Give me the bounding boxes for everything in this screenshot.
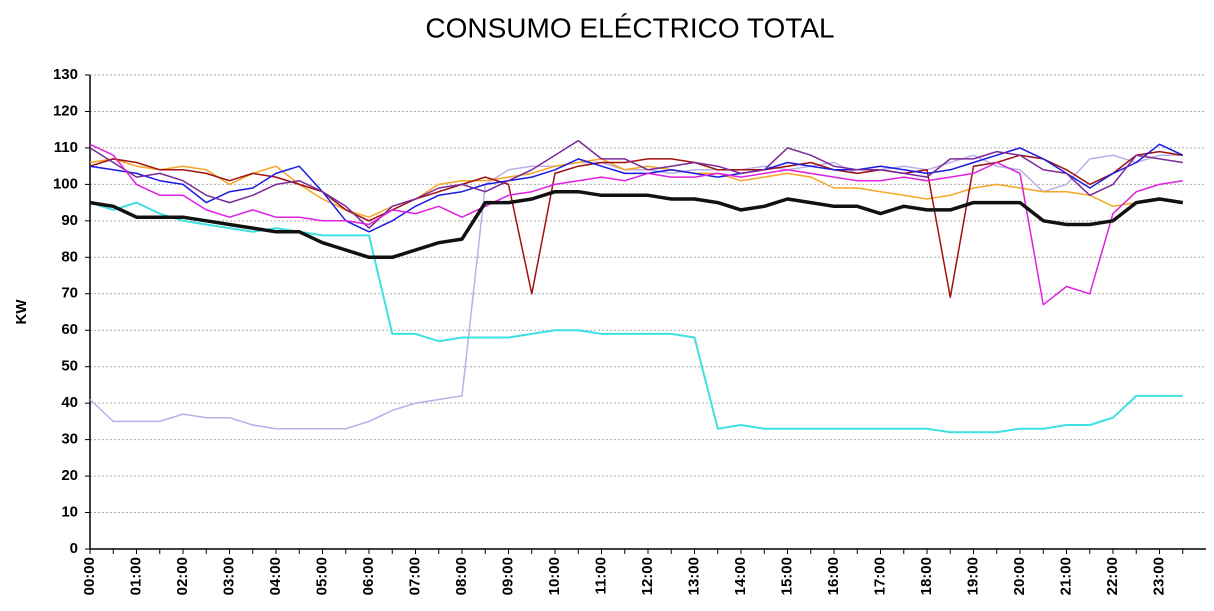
x-tick-label: 15:00 bbox=[778, 557, 795, 595]
series-line bbox=[89, 143, 1183, 306]
x-tick-label: 06:00 bbox=[360, 557, 377, 595]
x-tick-label: 19:00 bbox=[964, 557, 981, 595]
x-tick-label: 02:00 bbox=[174, 557, 191, 595]
x-tick-label: 23:00 bbox=[1150, 557, 1167, 595]
y-tick-label: 50 bbox=[61, 358, 78, 375]
x-tick-label: 10:00 bbox=[546, 557, 563, 595]
series-line bbox=[89, 201, 1183, 434]
series-line bbox=[89, 143, 1184, 233]
x-tick-label: 07:00 bbox=[406, 557, 423, 595]
x-tick-label: 05:00 bbox=[313, 557, 330, 595]
y-tick-label: 130 bbox=[53, 66, 78, 83]
x-tick-label: 16:00 bbox=[825, 557, 842, 595]
x-tick-label: 08:00 bbox=[453, 557, 470, 595]
x-tick-label: 20:00 bbox=[1011, 557, 1028, 595]
y-tick-label: 20 bbox=[61, 467, 78, 484]
y-tick-label: 0 bbox=[70, 540, 78, 557]
x-tick-label: 21:00 bbox=[1057, 557, 1074, 595]
series-line bbox=[89, 154, 1183, 430]
x-tick-label: 00:00 bbox=[81, 557, 98, 595]
series-line bbox=[89, 158, 1183, 218]
x-tick-label: 14:00 bbox=[732, 557, 749, 595]
x-tick-label: 17:00 bbox=[871, 557, 888, 595]
y-tick-label: 70 bbox=[61, 285, 78, 302]
y-axis-label: KW bbox=[13, 299, 30, 325]
y-tick-label: 40 bbox=[61, 394, 78, 411]
x-tick-label: 01:00 bbox=[127, 557, 144, 595]
y-tick-label: 110 bbox=[54, 139, 78, 156]
y-tick-label: 30 bbox=[61, 431, 78, 448]
x-tick-label: 03:00 bbox=[220, 557, 237, 595]
y-tick-label: 90 bbox=[61, 212, 78, 229]
x-tick-label: 22:00 bbox=[1104, 557, 1121, 595]
y-tick-label: 120 bbox=[53, 102, 78, 119]
x-tick-label: 18:00 bbox=[918, 557, 935, 595]
y-tick-label: 10 bbox=[61, 504, 78, 521]
x-tick-label: 12:00 bbox=[639, 557, 656, 595]
y-tick-label: 80 bbox=[61, 248, 78, 265]
series-line bbox=[89, 139, 1183, 229]
x-tick-label: 09:00 bbox=[499, 557, 516, 595]
x-tick-label: 04:00 bbox=[267, 557, 284, 595]
y-tick-label: 100 bbox=[53, 175, 78, 192]
series-line bbox=[89, 189, 1184, 260]
x-tick-label: 13:00 bbox=[685, 557, 702, 595]
y-tick-label: 60 bbox=[61, 321, 78, 338]
chart-title: CONSUMO ELÉCTRICO TOTAL bbox=[425, 12, 834, 43]
x-tick-label: 11:00 bbox=[592, 557, 609, 595]
